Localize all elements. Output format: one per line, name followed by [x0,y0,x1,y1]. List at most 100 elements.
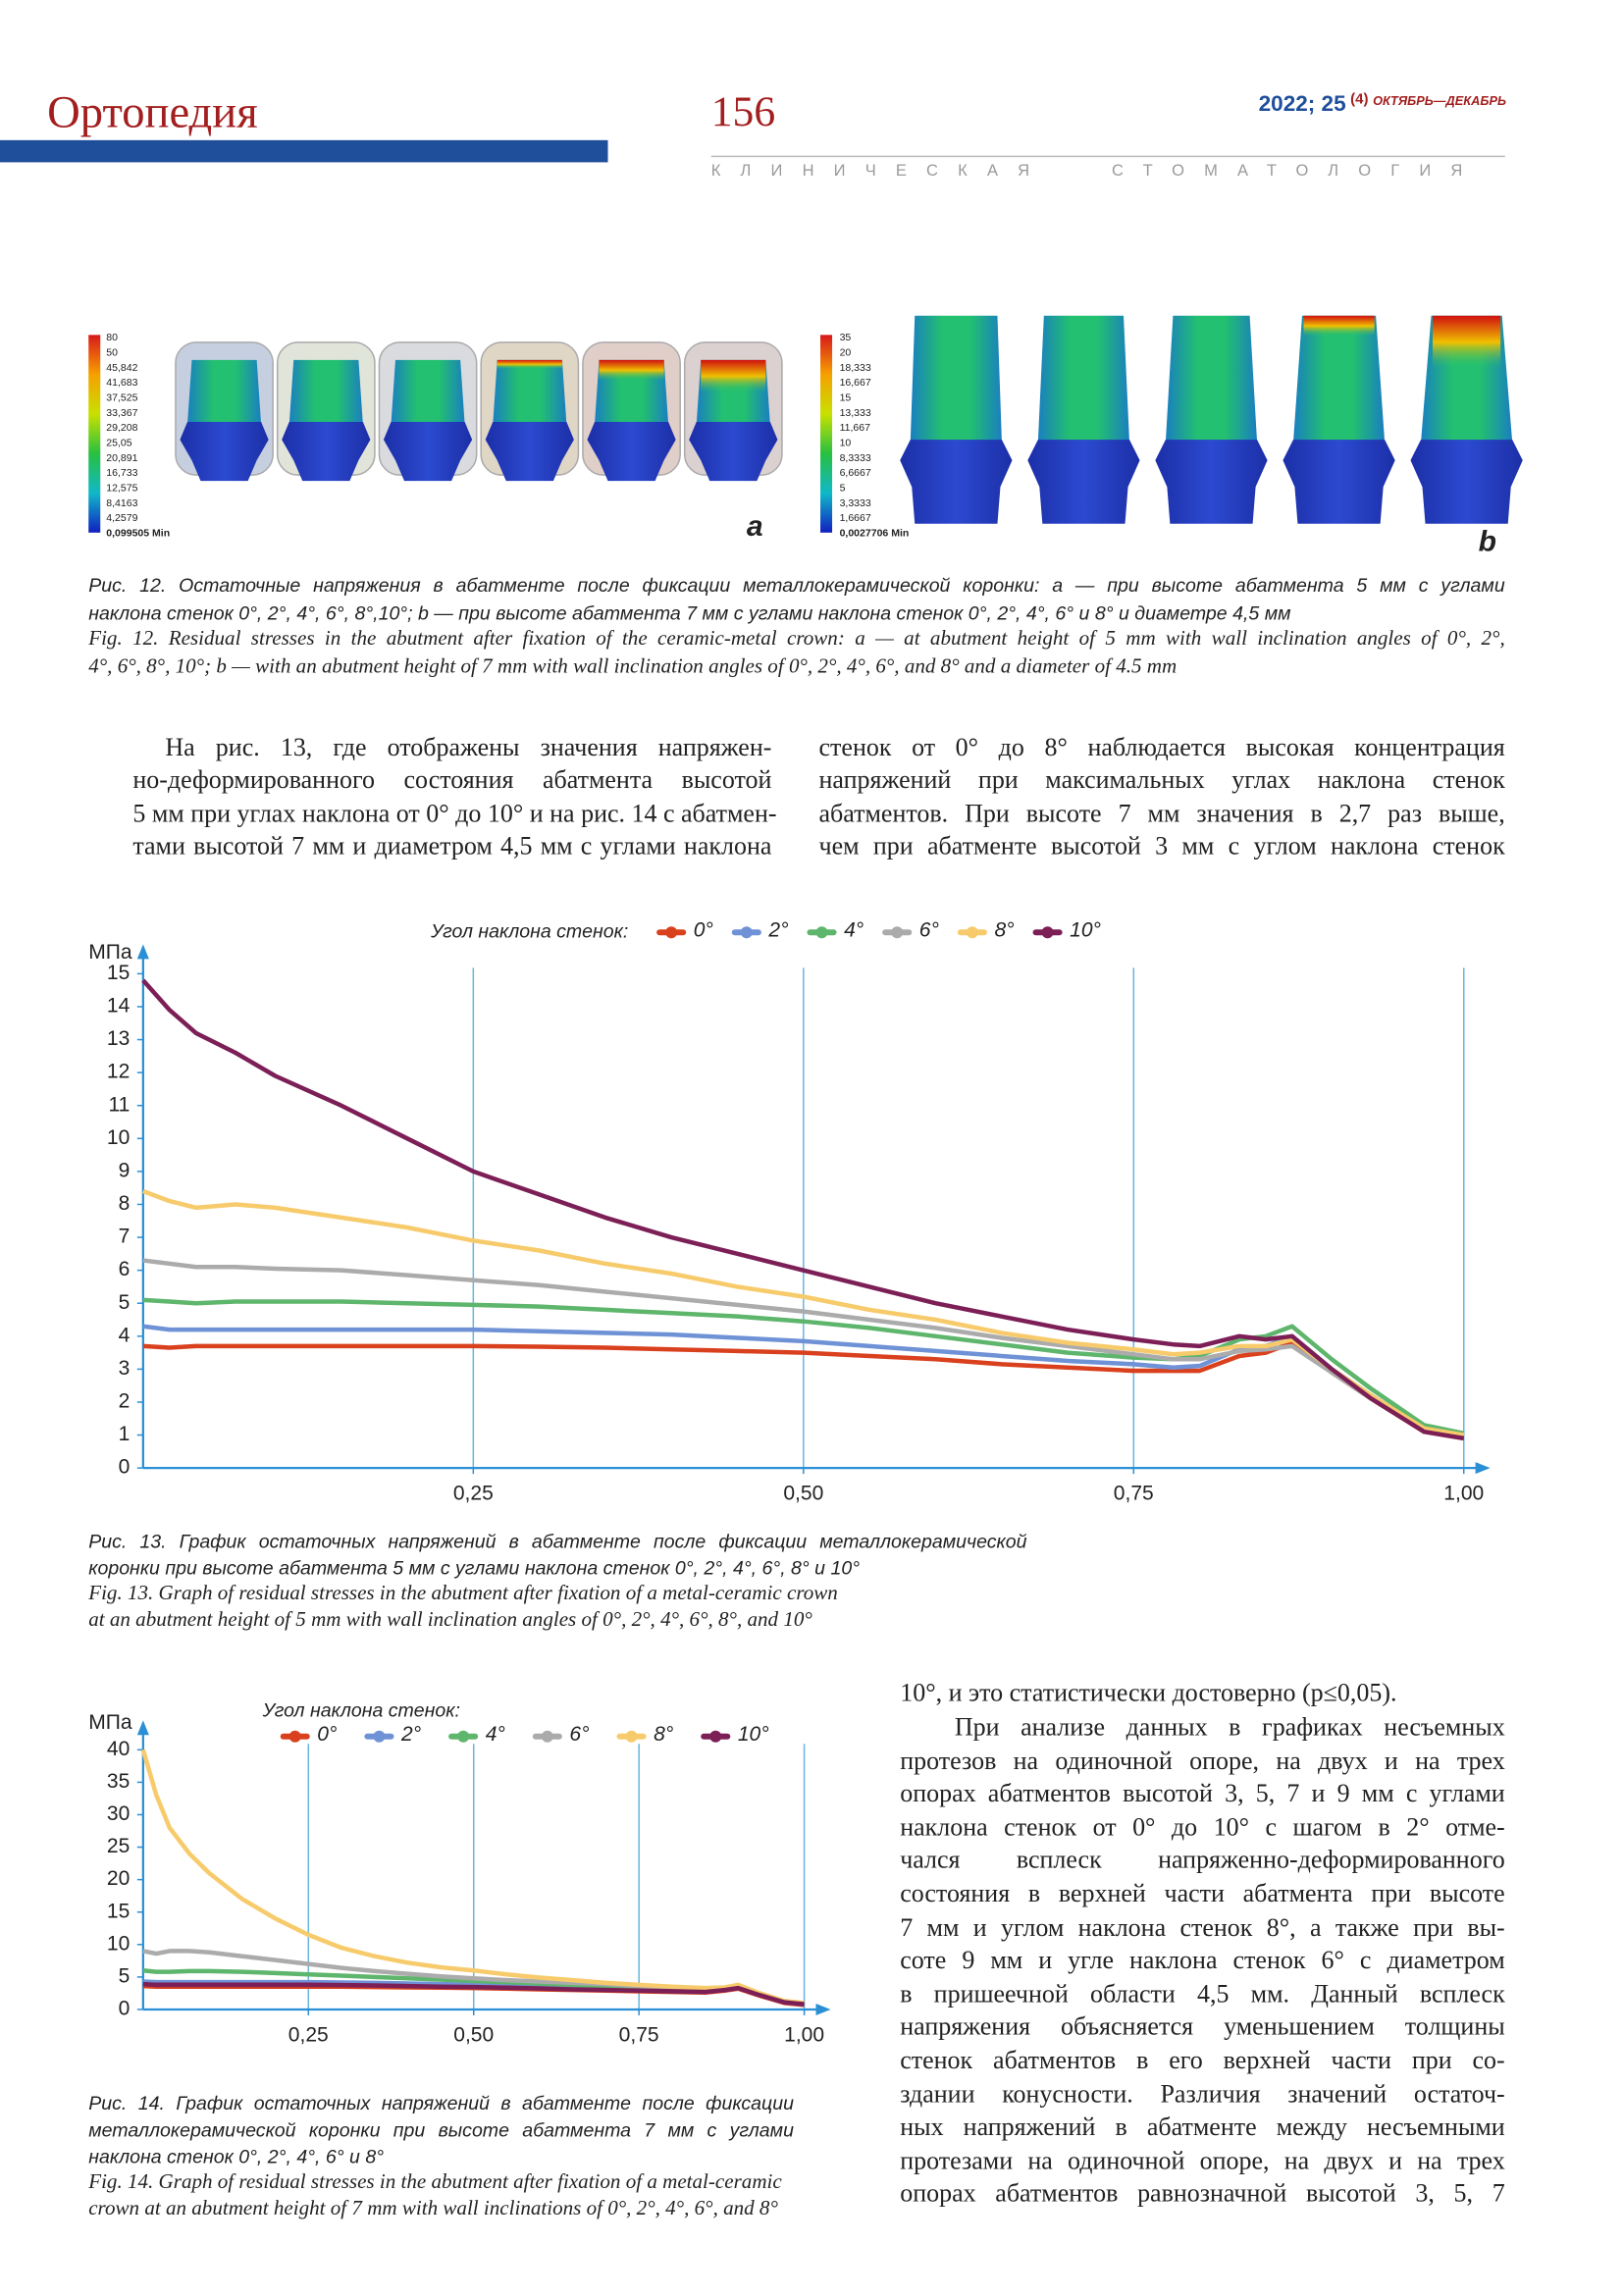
colorbar-label: 33,367 [106,407,137,419]
y-tick-label: 15 [107,962,130,984]
colorbar-label: 1,6667 [840,512,871,524]
abutment-body [1292,315,1386,444]
body-line: напряжений при максимальных углах наклон… [818,765,1505,795]
panel-label: b [1479,525,1496,557]
body-line: ных напряжений в абатменте между несъемн… [900,2113,1505,2142]
body-line: На рис. 13, где отображены значения напр… [165,733,772,761]
body-line: При анализе данных в графиках несъемных [954,1712,1505,1742]
body-line: абатментов. При высоте 7 мм значения в 2… [818,799,1505,828]
abutment-base [180,422,269,482]
caption-line: Рис. 13. График остаточных напряжений в … [88,1530,1027,1552]
caption-line: Рис. 14. График остаточных напряжений в … [88,2092,794,2114]
legend-label: 0° [317,1723,337,1746]
legend-label: 2° [400,1723,421,1746]
colorbar-label: 80 [106,332,118,343]
x-tick-label: 0,25 [288,2024,329,2047]
panel-label: a [747,510,763,543]
colorbar-label: 3,3333 [840,497,871,509]
colorbar-label: 20,891 [106,452,137,464]
caption-line: Fig. 12. Residual stresses in the abutme… [88,628,1505,652]
legend-title: Угол наклона стенок: [430,920,628,942]
y-tick-label: 7 [119,1226,131,1248]
colorbar-a [88,335,101,533]
body-line: соте 9 мм и угле наклона стенок 6° с диа… [900,1946,1505,1975]
colorbar-label: 15 [840,391,852,403]
body-line: 5 мм при углах наклона от 0° до 10° и на… [132,799,777,828]
legend-label: 6° [919,918,939,941]
y-tick-label: 10 [107,1932,130,1955]
data-line [141,978,1465,1441]
y-tick-label: 1 [119,1423,131,1445]
y-tick-label: 40 [107,1738,130,1760]
colorbar-label: 4,2579 [106,512,137,524]
caption-line: Fig. 14. Graph of residual stresses in t… [88,2171,782,2194]
abutment-hot [1433,315,1501,369]
body-line: чался всплеск напряженно-деформированног… [900,1846,1505,1875]
y-tick-label: 14 [107,995,131,1018]
body-line: опорах абатментов высотой 3, 5, 7 и 9 мм… [900,1779,1505,1808]
body-line: протезами на одиночной опоре, на двух и … [900,2146,1505,2175]
colorbar-label: 0,0027706 Min [840,527,910,539]
colorbar-b [820,335,833,533]
legend-dot [288,1730,301,1743]
legend-dot [740,926,753,939]
colorbar-label: 18,333 [840,362,871,374]
body-line: наклона стенок от 0° до 10° с шагом в 2°… [900,1812,1505,1842]
abutment-base [383,422,473,482]
legend-dot [891,926,904,939]
colorbar-label: 5 [840,482,846,494]
y-axis-arrow [136,1720,149,1736]
data-line [142,1981,805,2007]
y-tick-label: 9 [119,1159,131,1181]
body-line: протезов на одиночной опоре, на двух и н… [900,1746,1505,1775]
abutment-hot [599,359,664,381]
legend-label: 4° [486,1723,505,1746]
page-number: 156 [710,88,776,136]
x-tick-label: 1,00 [1443,1483,1484,1505]
abutment-cone [391,359,465,426]
x-axis-arrow [815,2003,831,2015]
body-line: опорах абатментов равнозначной высотой 3… [900,2179,1505,2209]
legend-dot [625,1730,638,1743]
x-axis-arrow [1475,1462,1491,1475]
abutment-base [1155,440,1268,524]
colorbar-label: 12,575 [106,482,137,494]
legend-dot [457,1730,470,1743]
y-axis-label: МПа [88,941,132,964]
colorbar-label: 0,099505 Min [106,527,170,539]
abutment-cone [493,359,567,426]
abutment-base [1283,440,1395,524]
abutment-base [587,422,676,482]
colorbar-label: 37,525 [106,391,137,403]
body-line: стенок от 0° до 8° наблюдается высокая к… [818,733,1505,761]
data-line [140,1748,805,2006]
y-tick-label: 20 [107,1867,130,1890]
y-tick-label: 15 [107,1900,130,1922]
abutment-base [1410,440,1523,524]
y-tick-label: 5 [119,1291,131,1314]
y-tick-label: 6 [119,1258,131,1280]
y-tick-label: 12 [107,1061,130,1083]
x-tick-label: 0,75 [619,2024,659,2047]
body-line: 7 мм и углом наклона стенок 8°, а также … [900,1912,1505,1942]
colorbar-label: 29,208 [106,422,137,434]
y-tick-label: 13 [107,1027,130,1050]
abutment-base [282,422,371,482]
issue-months: ОКТЯБРЬ—ДЕКАБРЬ [1373,92,1507,108]
colorbar-label: 16,733 [106,467,137,479]
body-line: но-деформированного состояния абатмента … [132,765,772,795]
colorbar-label: 25,05 [106,437,131,448]
colorbar-label: 13,333 [840,407,871,419]
section-title: Ортопедия [47,85,258,137]
legend-label: 2° [767,918,788,941]
colorbar-label: 41,683 [106,377,137,389]
abutment-body [1165,315,1258,444]
caption-line: Fig. 13. Graph of residual stresses in t… [88,1583,838,1605]
caption-line: 4°, 6°, 8°, 10°; b — with an abutment he… [88,655,1178,678]
legend-dot [966,926,978,939]
legend-label: 6° [569,1723,589,1746]
y-tick-label: 5 [119,1964,131,1987]
colorbar-label: 50 [106,346,118,358]
